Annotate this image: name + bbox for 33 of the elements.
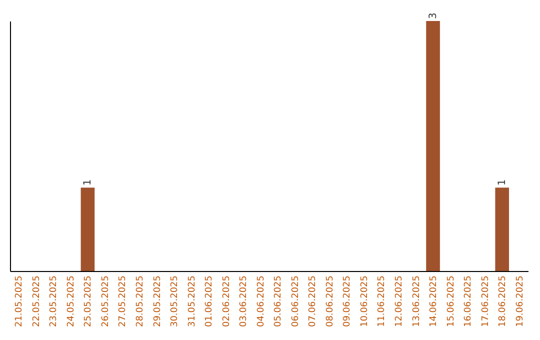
x-tick-label: 05.06.2025: [274, 276, 284, 328]
x-tick-label: 24.05.2025: [66, 276, 76, 328]
x-tick-label: 03.06.2025: [239, 276, 250, 328]
x-tick-label: 01.06.2025: [204, 276, 215, 328]
x-tick-label: 07.06.2025: [308, 276, 318, 328]
x-tick-label: 27.05.2025: [118, 276, 128, 328]
data-label: 1: [82, 179, 94, 186]
x-tick-label: 19.06.2025: [515, 276, 526, 328]
x-tick-label: 10.06.2025: [360, 276, 370, 328]
x-tick-label: 26.05.2025: [100, 276, 111, 328]
x-tick-label: 09.06.2025: [342, 276, 353, 328]
x-tick-label: 02.06.2025: [222, 276, 232, 328]
x-tick-label: 08.06.2025: [325, 276, 336, 328]
x-tick-label: 17.06.2025: [480, 276, 491, 328]
x-tick-label: 29.05.2025: [152, 276, 163, 328]
x-tick-label: 25.05.2025: [84, 276, 94, 328]
x-tick-label: 28.05.2025: [136, 276, 146, 328]
x-tick-label: 23.05.2025: [49, 276, 60, 328]
x-tick-label: 11.06.2025: [377, 276, 388, 328]
x-tick-label: 30.05.2025: [170, 276, 180, 328]
x-tick-label: 04.06.2025: [256, 276, 266, 328]
x-tick-label: 31.05.2025: [187, 276, 198, 328]
data-label: 1: [497, 179, 508, 186]
x-tick-label: 15.06.2025: [446, 276, 456, 328]
x-tick-label: 18.06.2025: [498, 276, 508, 328]
x-tick-label: 06.06.2025: [290, 276, 301, 328]
x-tick-label: 12.06.2025: [394, 276, 404, 328]
x-tick-label: 16.06.2025: [464, 276, 474, 328]
x-tick-label: 22.05.2025: [32, 276, 42, 328]
x-tick-label: 21.05.2025: [14, 276, 25, 328]
x-tick-label: 13.06.2025: [412, 276, 422, 328]
x-tick-label: 14.06.2025: [429, 276, 440, 328]
data-label: 3: [428, 12, 440, 19]
